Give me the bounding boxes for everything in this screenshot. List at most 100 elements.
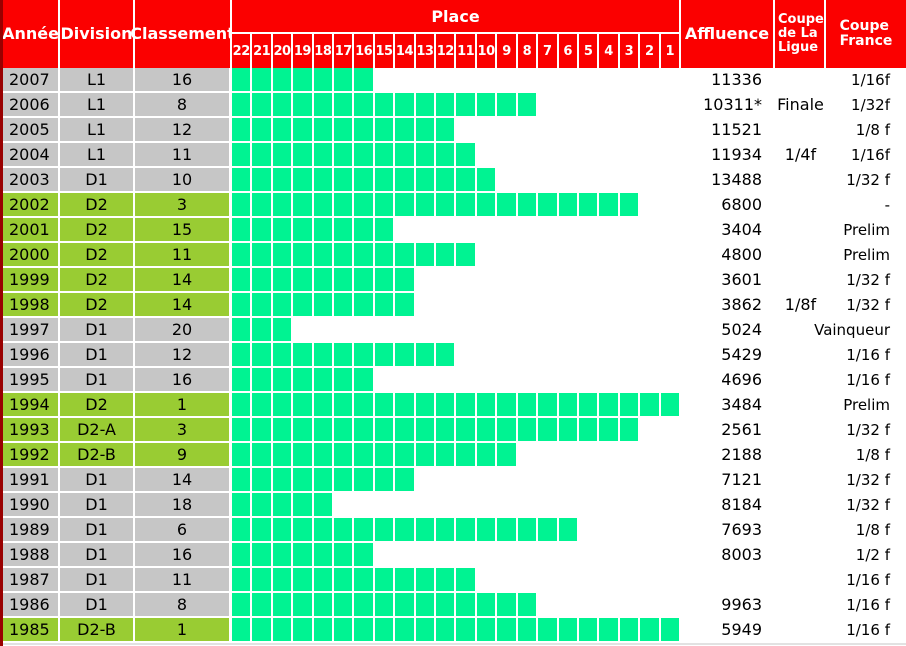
place-cell xyxy=(252,518,271,541)
place-cell xyxy=(354,593,373,616)
place-cell xyxy=(476,293,496,316)
coupe-ligue-cell xyxy=(775,618,826,641)
place-cell xyxy=(415,518,435,541)
division-cell: D2-B xyxy=(60,443,135,466)
place-cell xyxy=(293,593,312,616)
coupe-ligue-cell xyxy=(775,493,826,516)
place-cell xyxy=(578,618,598,641)
place-cell xyxy=(232,518,251,541)
place-cell xyxy=(456,468,475,491)
place-cell xyxy=(578,143,598,166)
place-cell xyxy=(252,268,271,291)
place-cell xyxy=(415,443,435,466)
place-cell xyxy=(578,418,598,441)
place-cell xyxy=(619,243,639,266)
classement-cell-value: 11 xyxy=(171,570,193,589)
place-cell xyxy=(517,368,537,391)
place-cell xyxy=(354,168,373,191)
place-cell xyxy=(640,518,659,541)
place-cell xyxy=(538,518,557,541)
affluence-cell-value: 7693 xyxy=(721,520,762,539)
place-cell xyxy=(456,593,475,616)
place-cell xyxy=(497,518,516,541)
coupe-ligue-cell xyxy=(775,218,826,241)
place-cell xyxy=(578,393,598,416)
place-cell xyxy=(232,118,251,141)
place-cell xyxy=(497,468,516,491)
year-cell-value: 1990 xyxy=(9,495,50,514)
place-cell xyxy=(354,468,373,491)
place-cell xyxy=(232,393,251,416)
year-cell: 1989 xyxy=(3,518,60,541)
year-cell: 2005 xyxy=(3,118,60,141)
place-cell xyxy=(558,68,577,91)
place-cell xyxy=(599,593,618,616)
place-cell xyxy=(619,618,639,641)
place-cell xyxy=(272,568,292,591)
coupe-france-cell: Prelim xyxy=(826,243,906,266)
classement-cell-value: 8 xyxy=(176,595,188,614)
year-cell-value: 1996 xyxy=(9,345,50,364)
table-row: 1991 D1 14 7121 1/32 f xyxy=(3,468,906,493)
place-cell xyxy=(232,343,251,366)
coupe-france-cell: 1/16 f xyxy=(826,568,906,591)
place-bar xyxy=(232,418,681,441)
place-cell xyxy=(578,368,598,391)
place-cell xyxy=(476,168,496,191)
year-cell-value: 2004 xyxy=(9,145,50,164)
place-cell xyxy=(538,143,557,166)
division-cell: L1 xyxy=(60,68,135,91)
year-cell: 1985 xyxy=(3,618,60,641)
division-cell-value: D2 xyxy=(85,395,108,414)
affluence-cell-value: 2188 xyxy=(721,445,762,464)
coupe-france-cell-value: 1/16 f xyxy=(846,345,890,364)
division-cell-value: D1 xyxy=(85,495,108,514)
place-cell xyxy=(476,593,496,616)
place-cell xyxy=(313,593,333,616)
place-cell xyxy=(538,618,557,641)
place-cell xyxy=(272,218,292,241)
place-cell xyxy=(415,568,435,591)
place-cell xyxy=(354,268,373,291)
division-cell-value: D1 xyxy=(85,370,108,389)
classement-cell: 10 xyxy=(135,168,232,191)
place-cell xyxy=(538,118,557,141)
place-cell xyxy=(476,318,496,341)
place-cell xyxy=(436,593,455,616)
place-cell xyxy=(374,318,394,341)
place-bar xyxy=(232,68,681,91)
place-cell xyxy=(599,443,618,466)
place-cell xyxy=(497,443,516,466)
place-cell xyxy=(374,568,394,591)
place-cell xyxy=(456,293,475,316)
coupe-ligue-cell xyxy=(775,468,826,491)
year-cell-value: 1999 xyxy=(9,270,50,289)
classement-cell: 8 xyxy=(135,593,232,616)
place-cell xyxy=(578,568,598,591)
division-cell-value: D1 xyxy=(85,345,108,364)
place-cell xyxy=(476,243,496,266)
place-cell xyxy=(456,168,475,191)
place-cell xyxy=(640,268,659,291)
place-cell xyxy=(619,568,639,591)
coupe-ligue-cell xyxy=(775,268,826,291)
place-cell xyxy=(334,243,353,266)
place-cell xyxy=(272,193,292,216)
classement-cell-value: 8 xyxy=(176,95,188,114)
place-cell xyxy=(395,593,414,616)
place-cell xyxy=(578,318,598,341)
table-row: 2004 L1 11 11934 1/4f 1/16f xyxy=(3,143,906,168)
classement-cell-value: 9 xyxy=(176,445,188,464)
place-cell xyxy=(558,518,577,541)
place-cell xyxy=(599,193,618,216)
place-cell xyxy=(334,168,353,191)
place-cell xyxy=(334,193,353,216)
place-cell xyxy=(252,443,271,466)
place-cell xyxy=(293,268,312,291)
place-cell xyxy=(517,393,537,416)
coupe-france-cell: 1/32 f xyxy=(826,268,906,291)
place-cell xyxy=(334,68,353,91)
place-cell xyxy=(415,418,435,441)
affluence-cell-value: 8184 xyxy=(721,495,762,514)
place-cell xyxy=(456,93,475,116)
